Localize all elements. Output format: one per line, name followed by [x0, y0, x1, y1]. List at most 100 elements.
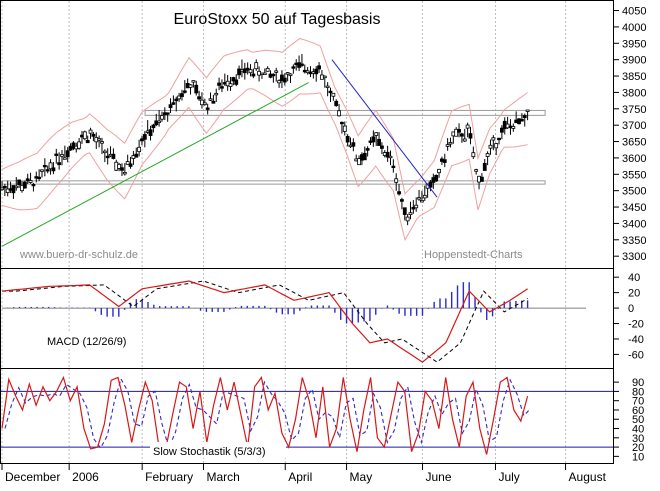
candle-body [242, 68, 247, 74]
candle-body [457, 129, 461, 133]
candle-body [511, 126, 516, 129]
price-y-tick-label: 3450 [622, 202, 646, 214]
candle-body [248, 69, 253, 74]
candle-body [305, 70, 310, 74]
price-y-tick-label: 3500 [622, 186, 646, 198]
stoch-y-tick-label: 10 [632, 451, 644, 463]
candle-body [160, 115, 164, 120]
candle-body [182, 90, 187, 93]
candle-body [282, 77, 287, 83]
candle-body [377, 138, 381, 146]
candle-body [491, 137, 496, 141]
candle-body [234, 79, 239, 85]
candle-body [385, 151, 390, 158]
candle-body [25, 178, 30, 181]
candle-body [120, 167, 124, 171]
stoch-y-tick-label: 80 [632, 386, 644, 398]
candle-body [180, 93, 184, 98]
candle-body [208, 98, 213, 101]
candle-body [374, 132, 379, 136]
stochastic-label: Slow Stochastik (5/3/3) [153, 446, 266, 458]
candle-body [291, 66, 296, 69]
x-tick-label: June [425, 470, 451, 484]
stoch-y-tick-label: 50 [632, 414, 644, 426]
x-tick-label: December [5, 470, 60, 484]
candle-body [194, 84, 199, 94]
candle-body [442, 159, 447, 163]
price-y-tick-label: 3300 [622, 251, 646, 263]
candle-body [14, 185, 19, 189]
candle-body [54, 153, 59, 156]
price-y-tick-label: 3700 [622, 120, 646, 132]
axis-layer: December 2006 February March April May June Jul… [1, 6, 646, 484]
candle-body [345, 135, 350, 143]
candle-body [471, 152, 476, 158]
candle-body [102, 150, 107, 154]
x-tick-label: April [288, 470, 312, 484]
candle-body [157, 120, 162, 123]
macd-line [1, 280, 528, 363]
price-y-tick-label: 3900 [622, 55, 646, 67]
candle-body [288, 73, 293, 76]
bollinger-upper [1, 38, 528, 195]
candle-body [91, 133, 96, 137]
candle-body [42, 164, 47, 168]
stochastic-layer [1, 375, 613, 455]
candle-body [205, 107, 210, 110]
candle-body [171, 102, 176, 105]
candle-body [65, 150, 70, 158]
price-y-tick-label: 3350 [622, 235, 646, 247]
candle-body [380, 145, 384, 149]
candle-body [128, 163, 133, 167]
candle-body [465, 124, 470, 129]
trendline [1, 82, 309, 247]
support-band [144, 109, 546, 116]
x-tick-label: July [498, 470, 519, 484]
candle-body [5, 188, 10, 193]
x-tick-label: February [145, 470, 193, 484]
candle-body [488, 144, 493, 149]
candle-body [211, 100, 216, 104]
candle-body [448, 142, 453, 145]
candle-body [188, 84, 193, 88]
candle-body [148, 129, 153, 136]
candle-body [474, 169, 479, 172]
candle-body [48, 162, 53, 170]
macd-y-tick-label: -60 [628, 349, 644, 361]
candle-body [388, 155, 393, 159]
candle-body [285, 72, 290, 75]
candle-body [331, 92, 336, 97]
candle-body [254, 62, 259, 70]
stoch-y-tick-label: 30 [632, 433, 644, 445]
candle-body [200, 99, 204, 106]
stoch-y-tick-label: 40 [632, 424, 644, 436]
stoch-y-tick-label: 90 [632, 377, 644, 389]
candle-body [220, 86, 224, 89]
candle-body [499, 127, 504, 133]
candle-body [342, 125, 347, 132]
candle-body [174, 98, 179, 102]
candle-body [105, 155, 110, 159]
candle-body [422, 194, 427, 199]
candle-body [437, 168, 441, 174]
candle-body [245, 67, 250, 71]
candle-body [277, 80, 281, 84]
bollinger-lower [1, 88, 528, 242]
candle-body [400, 199, 404, 202]
candle-body [522, 115, 527, 119]
candle-body [402, 207, 407, 215]
price-y-tick-label: 3650 [622, 137, 646, 149]
candle-body [300, 63, 304, 66]
candle-body [202, 102, 207, 106]
candle-body [265, 67, 270, 72]
candle-body [334, 100, 339, 107]
candle-body [197, 96, 202, 100]
candle-body [117, 163, 122, 169]
candle-body [317, 65, 321, 70]
candle-body [134, 153, 139, 158]
x-tick-label: March [206, 470, 239, 484]
candle-body [37, 176, 42, 180]
candle-body [485, 153, 490, 157]
candle-body [168, 104, 173, 109]
